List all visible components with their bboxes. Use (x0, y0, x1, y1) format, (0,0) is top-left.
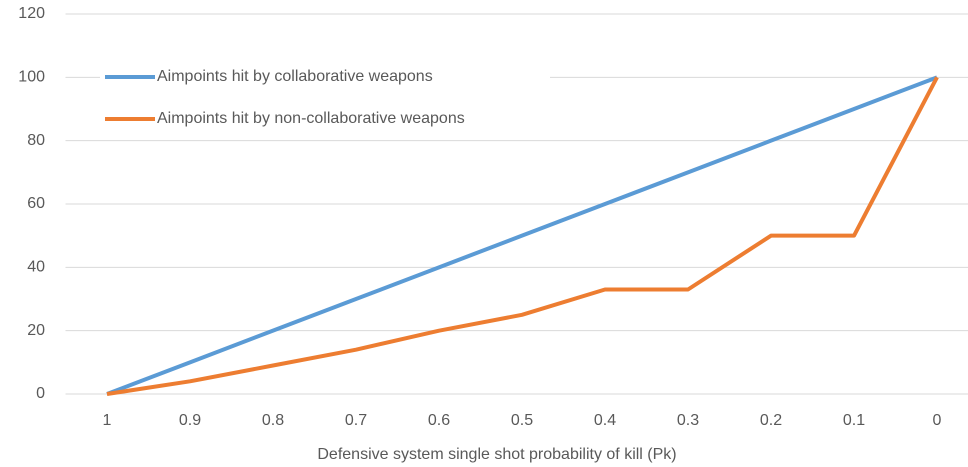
x-tick-label: 1 (103, 412, 112, 429)
legend-label: Aimpoints hit by non-collaborative weapo… (157, 110, 465, 127)
y-tick-label: 120 (18, 5, 45, 22)
x-tick-label: 0.1 (843, 412, 865, 429)
y-tick-label: 100 (18, 69, 45, 86)
legend-box (100, 62, 550, 138)
y-tick-label: 0 (36, 385, 45, 402)
y-tick-label: 20 (27, 322, 45, 339)
x-tick-label: 0.8 (262, 412, 284, 429)
x-tick-label: 0.9 (179, 412, 201, 429)
x-tick-label: 0.4 (594, 412, 616, 429)
x-tick-label: 0 (933, 412, 942, 429)
series-line (106, 76, 939, 396)
y-tick-label: 60 (27, 195, 45, 212)
x-tick-label: 0.5 (511, 412, 533, 429)
x-tick-label: 0.6 (428, 412, 450, 429)
x-axis-title: Defensive system single shot probability… (317, 446, 676, 463)
x-tick-label: 0.3 (677, 412, 699, 429)
x-tick-label: 0.7 (345, 412, 367, 429)
series-line (106, 75, 938, 396)
x-tick-label: 0.2 (760, 412, 782, 429)
y-tick-label: 40 (27, 259, 45, 276)
legend-label: Aimpoints hit by collaborative weapons (157, 68, 433, 85)
y-tick-label: 80 (27, 132, 45, 149)
